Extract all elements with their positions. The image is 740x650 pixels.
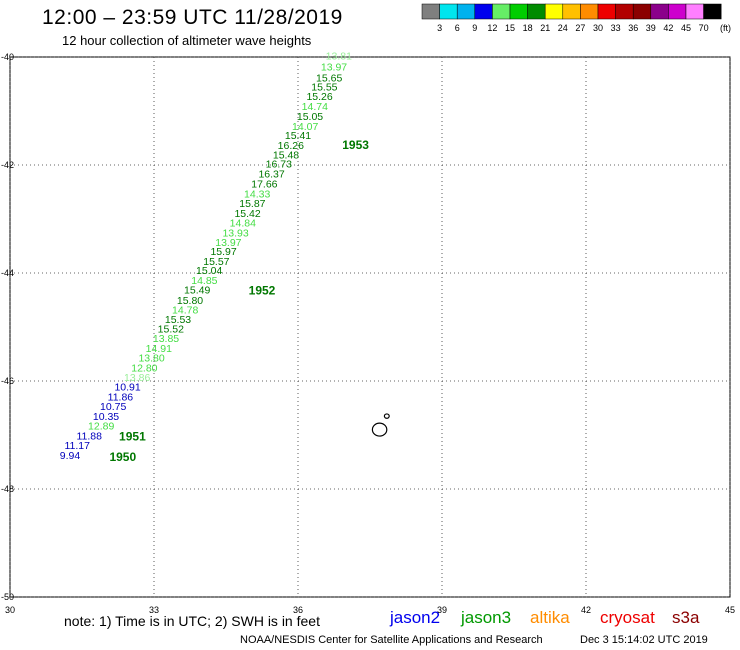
wave-height-label: 15.26 [306,91,332,103]
wave-height-label: 14.85 [191,275,217,287]
footer-note: note: 1) Time is in UTC; 2) SWH is in fe… [64,613,320,629]
legend-label: 6 [455,23,460,33]
legend-label: 9 [472,23,477,33]
legend-label: 39 [646,23,656,33]
island-outline [371,422,388,437]
legend-label: 30 [593,23,603,33]
wave-height-label: 10.35 [93,411,119,423]
wave-height-label: 15.48 [273,150,299,162]
time-label: 1952 [249,284,276,298]
legend-label: 3 [437,23,442,33]
time-label: 1951 [119,429,146,443]
y-tick-label: -42 [1,160,14,170]
wave-height-label: 14.84 [230,218,256,230]
x-tick-label: 33 [149,605,159,615]
x-tick-label: 42 [581,605,591,615]
wave-height-label: 15.55 [311,81,337,93]
wave-height-label: 15.53 [165,314,191,326]
wave-height-label: 15.80 [177,295,203,307]
legend-label: 15 [505,23,515,33]
wave-height-label: 15.97 [210,246,236,258]
wave-height-label: 13.81 [326,51,352,63]
satellite-jason2: jason2 [390,608,441,627]
wave-height-label: 15.87 [239,198,265,210]
wave-height-label: 15.41 [285,130,311,142]
wave-height-label: 15.04 [196,265,222,277]
satellite-altika: altika [530,608,570,627]
y-tick-label: -50 [1,592,14,602]
wave-height-label: 15.57 [203,256,229,268]
wave-height-label: 15.49 [184,285,210,297]
y-tick-label: -44 [1,268,14,278]
wave-height-label: 13.93 [222,227,248,239]
legend-label: 36 [628,23,638,33]
satellite-cryosat: cryosat [600,608,655,627]
wave-height-label: 13.97 [215,237,241,249]
legend-label: 27 [575,23,585,33]
x-tick-label: 36 [293,605,303,615]
legend-label: 45 [681,23,691,33]
legend-swatch [703,3,722,20]
wave-height-label: 14.74 [302,101,328,113]
wave-height-label: 13.85 [153,333,179,345]
x-tick-label: 39 [437,605,447,615]
generated-timestamp: Dec 3 15:14:02 UTC 2019 [580,634,708,646]
legend-label: 24 [558,23,568,33]
wave-height-legend: 3 6 9 12 15 18 21 24 27 30 33 36 39 42 45 70 (ft) [421,3,731,33]
wave-height-label: 11.86 [108,391,134,403]
wave-height-label: 14.07 [292,121,318,133]
wave-height-label: 16.37 [258,168,284,180]
wave-height-label: 14.78 [172,305,198,317]
wave-height-label: 15.42 [234,208,260,220]
wave-height-label: 14.91 [146,343,172,355]
y-tick-label: -46 [1,376,14,386]
legend-label: 18 [523,23,533,33]
credit-line: NOAA/NESDIS Center for Satellite Applica… [240,634,543,646]
wave-height-label: 15.52 [158,323,184,335]
y-tick-label: -40 [1,52,14,62]
satellite-jason3: jason3 [461,608,512,627]
wave-height-label: 12.80 [131,362,157,374]
wave-height-label: 10.91 [114,382,140,394]
wave-height-label: 13.86 [124,372,150,384]
wave-height-label: 13.97 [321,62,347,74]
legend-label: 33 [611,23,621,33]
wave-height-label: 11.17 [64,440,90,452]
wave-height-label: 15.05 [297,111,323,123]
legend-label: 70 [699,23,709,33]
legend-label: 21 [540,23,550,33]
wave-height-label: 17.66 [251,179,277,191]
wave-height-label: 16.73 [266,159,292,171]
wave-height-label: 16.26 [278,140,304,152]
wave-height-label: 11.88 [76,430,102,442]
time-label: 1950 [109,450,136,464]
wave-height-label: 13.80 [138,353,164,365]
chart-subtitle: 12 hour collection of altimeter wave hei… [62,33,312,48]
island-outline [383,413,390,419]
plot-frame [9,56,731,598]
chart-title: 12:00 – 23:59 UTC 11/28/2019 [42,6,343,29]
satellite-s3a: s3a [672,608,700,627]
legend-label: 12 [487,23,497,33]
wave-height-label: 15.65 [316,72,342,84]
x-tick-label: 45 [725,605,735,615]
wave-height-label: 10.75 [100,401,126,413]
y-tick-label: -48 [1,484,14,494]
legend-label: 42 [663,23,673,33]
time-label: 1953 [342,138,369,152]
wave-height-label: 9.94 [60,450,81,462]
legend-unit: (ft) [720,23,731,33]
wave-height-label: 14.33 [244,188,270,200]
x-tick-label: 30 [5,605,15,615]
wave-height-label: 12.89 [88,421,114,433]
